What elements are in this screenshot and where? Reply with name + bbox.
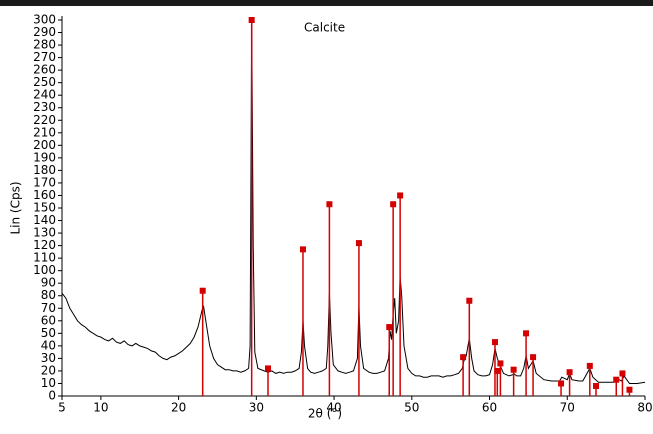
y-tick-label: 110 bbox=[33, 251, 56, 265]
y-tick-label: 120 bbox=[33, 238, 56, 252]
reference-marker bbox=[491, 339, 498, 346]
reference-marker bbox=[510, 366, 517, 373]
x-tick-label: 80 bbox=[637, 401, 652, 415]
y-tick-label: 20 bbox=[41, 363, 56, 377]
reference-marker bbox=[299, 246, 306, 253]
y-tick-label: 240 bbox=[33, 88, 56, 102]
reference-marker bbox=[386, 324, 393, 331]
y-tick-label: 160 bbox=[33, 188, 56, 202]
y-tick-label: 10 bbox=[41, 376, 56, 390]
y-axis-label: Lin (Cps) bbox=[9, 181, 23, 234]
reference-marker bbox=[355, 240, 362, 247]
reference-marker bbox=[466, 297, 473, 304]
y-tick-label: 130 bbox=[33, 226, 56, 240]
y-tick-label: 220 bbox=[33, 113, 56, 127]
reference-marker bbox=[326, 201, 333, 208]
y-tick-label: 180 bbox=[33, 163, 56, 177]
y-tick-label: 190 bbox=[33, 150, 56, 164]
x-tick-label: 60 bbox=[482, 401, 497, 415]
y-tick-label: 300 bbox=[33, 13, 56, 27]
y-tick-label: 260 bbox=[33, 63, 56, 77]
y-tick-label: 270 bbox=[33, 50, 56, 64]
phase-label: Calcite bbox=[304, 21, 345, 35]
reference-marker bbox=[558, 380, 565, 387]
y-tick-label: 210 bbox=[33, 125, 56, 139]
x-tick-label: 50 bbox=[404, 401, 419, 415]
reference-marker bbox=[619, 370, 626, 377]
y-tick-label: 140 bbox=[33, 213, 56, 227]
x-tick-label: 70 bbox=[560, 401, 575, 415]
reference-marker bbox=[586, 362, 593, 369]
x-axis-label: 2θ (°) bbox=[308, 407, 342, 421]
reference-marker bbox=[497, 360, 504, 367]
reference-marker bbox=[530, 354, 537, 361]
y-tick-label: 280 bbox=[33, 38, 56, 52]
y-tick-label: 230 bbox=[33, 100, 56, 114]
reference-marker bbox=[494, 367, 501, 374]
y-tick-label: 170 bbox=[33, 175, 56, 189]
y-tick-label: 60 bbox=[41, 313, 56, 327]
y-tick-label: 50 bbox=[41, 326, 56, 340]
x-tick-label: 40 bbox=[326, 401, 341, 415]
y-tick-label: 100 bbox=[33, 263, 56, 277]
y-tick-label: 30 bbox=[41, 351, 56, 365]
reference-marker bbox=[613, 376, 620, 383]
reference-marker bbox=[593, 382, 600, 389]
reference-marker bbox=[390, 201, 397, 208]
reference-marker bbox=[199, 287, 206, 294]
x-tick-label: 10 bbox=[93, 401, 108, 415]
y-tick-label: 250 bbox=[33, 75, 56, 89]
pattern-line bbox=[61, 19, 646, 384]
y-tick-label: 290 bbox=[33, 25, 56, 39]
reference-marker bbox=[460, 354, 467, 361]
reference-marker bbox=[264, 365, 271, 372]
y-tick-label: 0 bbox=[48, 389, 56, 403]
x-tick-label: 5 bbox=[58, 401, 66, 415]
y-tick-label: 80 bbox=[41, 288, 56, 302]
y-tick-label: 70 bbox=[41, 301, 56, 315]
reference-marker bbox=[566, 369, 573, 376]
top-bar bbox=[0, 0, 653, 6]
y-tick-label: 200 bbox=[33, 138, 56, 152]
x-tick-label: 30 bbox=[249, 401, 264, 415]
reference-marker bbox=[248, 17, 255, 23]
y-tick-label: 40 bbox=[41, 338, 56, 352]
y-tick-label: 90 bbox=[41, 276, 56, 290]
x-tick-label: 20 bbox=[171, 401, 186, 415]
reference-marker bbox=[626, 386, 633, 393]
y-tick-label: 150 bbox=[33, 201, 56, 215]
reference-marker bbox=[523, 330, 530, 337]
reference-marker bbox=[397, 192, 404, 199]
